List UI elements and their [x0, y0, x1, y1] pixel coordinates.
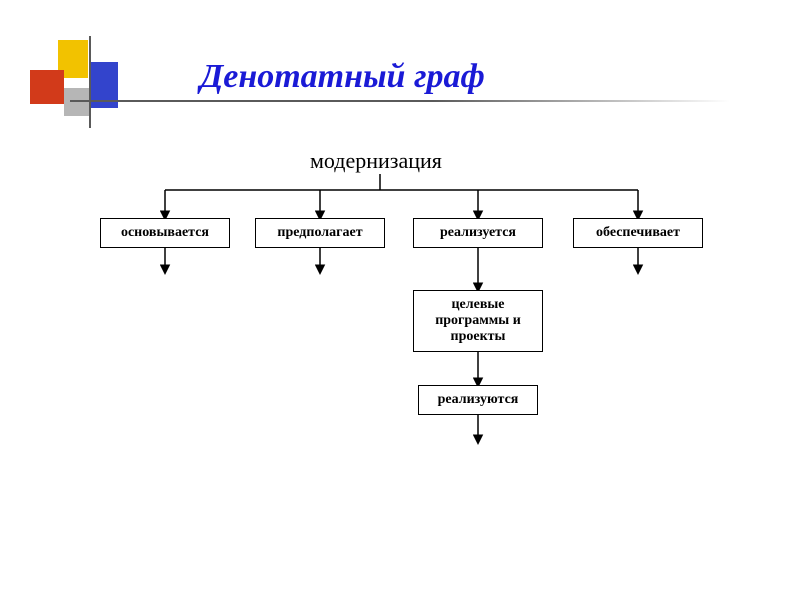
- diagram-node-n2: предполагает: [255, 218, 385, 248]
- decor-square: [64, 88, 90, 116]
- diagram-node-n6: реализуются: [418, 385, 538, 415]
- diagram-node-n3: реализуется: [413, 218, 543, 248]
- diagram-node-n1: основывается: [100, 218, 230, 248]
- decor-vline: [89, 36, 91, 128]
- diagram-node-n4: обеспечивает: [573, 218, 703, 248]
- title-underline: [70, 100, 730, 102]
- diagram-root-label: модернизация: [310, 148, 442, 174]
- slide-title: Денотатный граф: [200, 58, 485, 96]
- diagram-node-n5: целевые программы и проекты: [413, 290, 543, 352]
- decor-square: [30, 70, 64, 104]
- slide: Денотатный граф модернизация основываетс…: [0, 0, 800, 600]
